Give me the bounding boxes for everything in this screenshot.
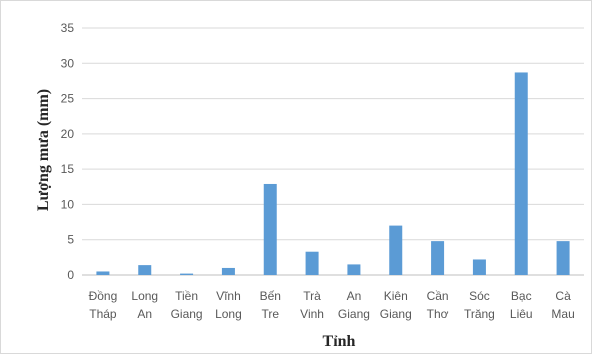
x-tick-label-line: Tháp bbox=[89, 307, 117, 321]
bar bbox=[221, 267, 235, 275]
x-tick-label-line: Vinh bbox=[300, 307, 324, 321]
x-tick-label-line: Trà bbox=[303, 289, 321, 303]
x-tick-label: Cà Mau bbox=[551, 289, 574, 321]
y-tick-label: 25 bbox=[61, 92, 75, 106]
x-tick-label: Đồng Tháp bbox=[89, 289, 118, 321]
bar bbox=[472, 259, 486, 275]
bar bbox=[180, 273, 194, 275]
bar bbox=[305, 251, 319, 275]
x-tick-label: Long An bbox=[131, 289, 158, 321]
x-tick-label-line: Bến bbox=[260, 289, 281, 303]
x-tick-label-line: Long bbox=[215, 307, 242, 321]
x-tick-label-line: Cà bbox=[555, 289, 571, 303]
bar bbox=[263, 183, 277, 275]
x-tick-label-line: Sóc bbox=[469, 289, 490, 303]
bar bbox=[347, 264, 361, 275]
y-tick-label: 20 bbox=[61, 127, 75, 141]
y-axis-title: Lượng mưa (mm) bbox=[35, 89, 52, 211]
bar bbox=[96, 271, 110, 275]
bars bbox=[96, 72, 570, 276]
x-tick-label-line: Mau bbox=[551, 307, 574, 321]
x-tick-label-line: Vĩnh bbox=[216, 289, 241, 303]
x-tick-label: Trà Vinh bbox=[300, 289, 324, 321]
x-tick-label: Tiền Giang bbox=[171, 289, 203, 321]
x-tick-label-line: An bbox=[137, 307, 152, 321]
x-tick-label: Bến Tre bbox=[260, 289, 281, 321]
x-tick-label: Kiên Giang bbox=[380, 289, 412, 321]
bar bbox=[514, 72, 528, 276]
x-tick-label-line: An bbox=[347, 289, 362, 303]
bar bbox=[556, 241, 570, 275]
x-tick-label-line: Tre bbox=[261, 307, 279, 321]
y-tick-label: 35 bbox=[61, 21, 75, 35]
x-tick-label-line: Thơ bbox=[427, 307, 449, 321]
x-tick-label: Sóc Trăng bbox=[464, 289, 495, 321]
x-axis-title: Tỉnh bbox=[323, 333, 356, 350]
y-tick-label: 5 bbox=[67, 233, 74, 247]
y-tick-label: 10 bbox=[61, 197, 75, 211]
x-tick-label-line: Đồng bbox=[89, 289, 118, 303]
x-tick-label-line: Trăng bbox=[464, 307, 495, 321]
x-tick-label-line: Liêu bbox=[510, 307, 533, 321]
grid-lines bbox=[82, 27, 584, 276]
x-tick-label: Bạc Liêu bbox=[510, 289, 533, 321]
y-tick-label: 30 bbox=[61, 56, 75, 70]
bar bbox=[138, 265, 152, 275]
y-tick-labels: 0 5 10 15 20 25 30 35 bbox=[61, 21, 75, 282]
x-tick-label: Cần Thơ bbox=[427, 289, 449, 321]
x-tick-label-line: Cần bbox=[427, 289, 449, 303]
bar bbox=[431, 241, 445, 275]
x-tick-label-line: Giang bbox=[380, 307, 412, 321]
y-tick-label: 0 bbox=[67, 268, 74, 282]
bar bbox=[389, 225, 403, 275]
x-tick-label-line: Kiên bbox=[384, 289, 408, 303]
x-tick-labels: Đồng Tháp Long An Tiền Giang Vĩnh Long Bến Tre Trà… bbox=[89, 289, 575, 321]
x-tick-label: Vĩnh Long bbox=[215, 289, 242, 321]
x-tick-label-line: Tiền bbox=[175, 289, 198, 303]
x-tick-label: An Giang bbox=[338, 289, 370, 321]
x-tick-label-line: Long bbox=[131, 289, 158, 303]
x-tick-label-line: Bạc bbox=[511, 289, 532, 303]
x-tick-label-line: Giang bbox=[338, 307, 370, 321]
y-tick-label: 15 bbox=[61, 162, 75, 176]
x-tick-label-line: Giang bbox=[171, 307, 203, 321]
